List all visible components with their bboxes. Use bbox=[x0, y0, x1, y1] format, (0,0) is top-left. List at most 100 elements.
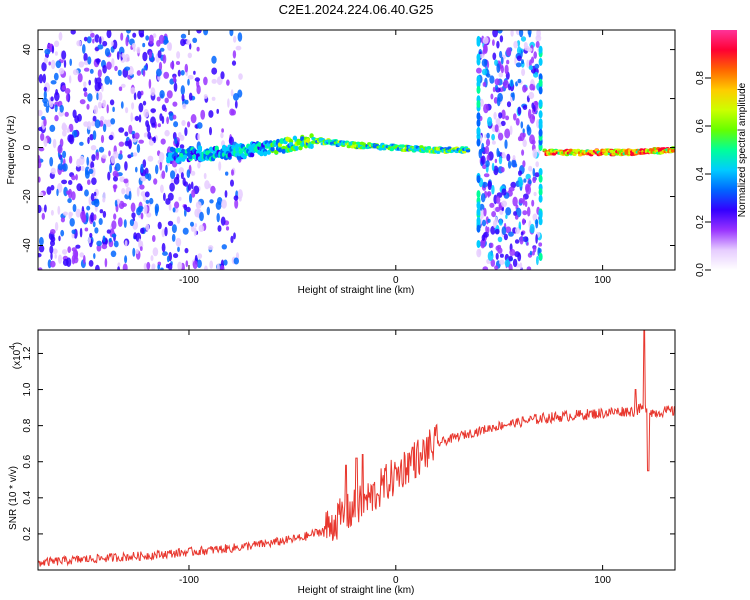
spectrogram-cell bbox=[138, 102, 144, 113]
spectrogram-cell bbox=[495, 118, 501, 125]
spectrogram-cell bbox=[63, 59, 67, 68]
spectrogram-cell bbox=[523, 42, 528, 49]
spectrogram-cell bbox=[233, 195, 239, 201]
y-tick-label: 1.0 bbox=[22, 382, 33, 396]
spectrogram-cell bbox=[180, 70, 185, 76]
spectrogram-cell bbox=[88, 79, 91, 86]
spectrogram-cell bbox=[237, 32, 243, 42]
spectrogram-cell bbox=[521, 68, 526, 76]
spectrogram-cell bbox=[156, 68, 162, 77]
spectrogram-cell bbox=[479, 203, 485, 212]
spectrogram-cell bbox=[152, 235, 156, 242]
spectrogram-cell bbox=[517, 252, 522, 262]
spectrogram-cell bbox=[196, 84, 201, 95]
spectrogram-cell bbox=[505, 115, 510, 121]
spectrogram-cell bbox=[124, 240, 128, 247]
spectrogram-cell bbox=[221, 199, 227, 209]
spectrogram-cell bbox=[69, 218, 75, 227]
spectrogram-cell bbox=[50, 80, 57, 85]
spectrogram-cell bbox=[81, 215, 86, 221]
spectrogram-cell bbox=[118, 153, 123, 160]
spectrogram-cell bbox=[190, 170, 196, 176]
spectrogram-cell bbox=[100, 134, 105, 144]
spectrogram-cell bbox=[60, 229, 65, 237]
x-tick-label: -100 bbox=[179, 275, 199, 286]
spectrogram-cell bbox=[152, 247, 159, 257]
spectrogram-cell bbox=[68, 134, 75, 145]
snr-y-label: SNR (10 * v/v) bbox=[8, 466, 19, 530]
spectrogram-cell bbox=[80, 165, 85, 172]
spectrogram-cell bbox=[532, 246, 537, 253]
spectrogram-cell bbox=[532, 176, 537, 183]
spectrogram-cell bbox=[188, 92, 193, 101]
spectrogram-cell bbox=[211, 78, 217, 84]
spectrogram-cell bbox=[506, 153, 511, 162]
spectrogram-cell bbox=[109, 237, 112, 243]
spectrogram-cell bbox=[492, 39, 495, 46]
y-tick-label: -20 bbox=[22, 189, 33, 204]
spectrogram-cell bbox=[512, 155, 516, 161]
spectrogram-cell bbox=[210, 185, 216, 194]
spectrogram-cell bbox=[72, 69, 79, 76]
spectrogram-cell bbox=[518, 198, 524, 204]
spectrogram-cell bbox=[96, 240, 102, 247]
spectrogram-cell bbox=[194, 77, 201, 82]
spectrogram-cell bbox=[209, 126, 212, 136]
spectrogram-cell bbox=[91, 154, 96, 162]
spectrogram-line-cell bbox=[294, 145, 299, 151]
spectrogram-cell bbox=[90, 145, 97, 151]
spectrogram-cell bbox=[517, 106, 522, 116]
spectrogram-cell bbox=[149, 197, 154, 205]
spectrogram-cell bbox=[483, 44, 488, 55]
spectrogram-cell bbox=[75, 165, 82, 172]
spectrogram-cell bbox=[230, 235, 234, 244]
spectrogram-cell bbox=[183, 204, 188, 211]
spectrogram-cell bbox=[152, 33, 157, 38]
spectrogram-cell bbox=[43, 86, 48, 92]
spectrogram-cell bbox=[102, 197, 106, 203]
spectrogram-cell bbox=[83, 81, 87, 88]
spectrogram-cell bbox=[197, 162, 201, 169]
spectrogram-cell bbox=[79, 141, 84, 146]
spectrogram-cell bbox=[538, 78, 543, 87]
spectrogram-cell bbox=[528, 179, 532, 185]
spectrogram-cell bbox=[93, 214, 97, 221]
spectrogram-cell bbox=[495, 206, 501, 213]
spectrogram-cell bbox=[160, 138, 166, 145]
spectrogram-cell bbox=[94, 82, 101, 92]
spectrogram-cell bbox=[521, 59, 524, 65]
spectrogram-cell bbox=[160, 184, 164, 194]
spectrogram-cell bbox=[67, 198, 72, 204]
spectrogram-cell bbox=[77, 73, 83, 83]
spectrogram-cell bbox=[485, 160, 490, 168]
spectrogram-cell bbox=[197, 253, 203, 259]
spectrogram-cell bbox=[538, 73, 543, 82]
spectrogram-cell bbox=[126, 30, 131, 34]
spectrogram-cell bbox=[163, 71, 170, 79]
spectrogram-cell bbox=[128, 190, 132, 201]
y-tick-label: -40 bbox=[22, 238, 33, 253]
spectrogram-cell bbox=[148, 78, 152, 89]
spectrogram-cell bbox=[237, 189, 243, 200]
spectrogram-cell bbox=[49, 124, 56, 132]
spectrogram-cell bbox=[492, 86, 496, 93]
spectrogram-cell bbox=[138, 30, 145, 37]
spectrogram-cell bbox=[229, 30, 234, 37]
spectrogram-cell bbox=[522, 210, 528, 216]
spectrogram-cell bbox=[515, 62, 522, 68]
spectrogram-cell bbox=[84, 189, 89, 197]
spectrogram-cell bbox=[150, 108, 156, 113]
spectrogram-cell bbox=[113, 240, 119, 248]
spectrogram-cell bbox=[234, 199, 239, 209]
spectrogram-cell bbox=[194, 223, 198, 228]
spectrogram-cell bbox=[132, 152, 138, 157]
spectrogram-cell bbox=[90, 32, 95, 38]
spectrogram-cell bbox=[499, 259, 505, 265]
spectrogram-cell bbox=[198, 224, 205, 232]
spectrogram-cell bbox=[66, 257, 72, 268]
spectrogram-cell bbox=[183, 181, 188, 187]
spectrogram-cell bbox=[79, 252, 84, 258]
spectrogram-cell bbox=[83, 91, 88, 98]
spectrogram-cell bbox=[534, 63, 540, 69]
spectrogram-cell bbox=[501, 152, 506, 158]
